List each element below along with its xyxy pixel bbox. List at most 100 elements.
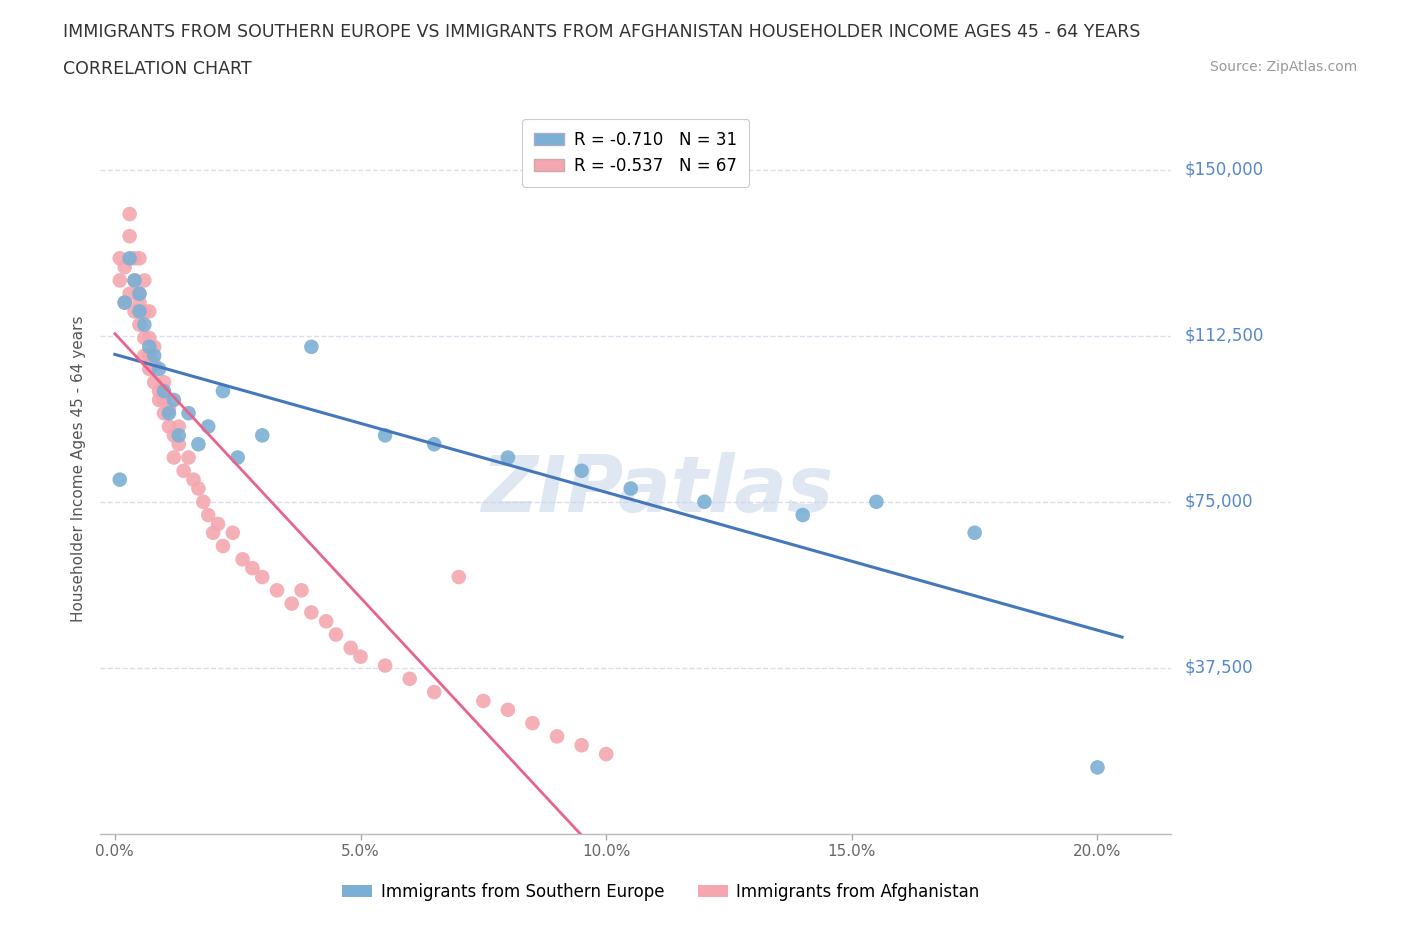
Point [187, 481, 209, 496]
Point [163, 450, 186, 465]
Point [226, 450, 249, 465]
Point [128, 251, 150, 266]
Point [157, 402, 180, 417]
Point [325, 627, 347, 642]
Point [447, 569, 470, 584]
Point [232, 551, 254, 566]
Point [280, 596, 302, 611]
Point [299, 605, 322, 620]
Point [124, 273, 146, 288]
Point [963, 525, 986, 540]
Point [865, 495, 887, 510]
Point [128, 304, 150, 319]
Point [197, 419, 219, 434]
Point [792, 508, 814, 523]
Text: $112,500: $112,500 [1185, 326, 1264, 345]
Point [108, 472, 131, 487]
Point [212, 538, 235, 553]
Point [522, 716, 544, 731]
Point [124, 273, 146, 288]
Point [163, 428, 186, 443]
Point [571, 463, 593, 478]
Point [349, 649, 371, 664]
Text: CORRELATION CHART: CORRELATION CHART [63, 60, 252, 78]
Point [143, 348, 166, 363]
Point [423, 437, 446, 452]
Point [374, 428, 396, 443]
Text: Source: ZipAtlas.com: Source: ZipAtlas.com [1209, 60, 1357, 74]
Point [148, 384, 170, 399]
Point [222, 525, 245, 540]
Point [290, 583, 312, 598]
Point [423, 684, 446, 699]
Point [128, 295, 150, 310]
Point [114, 259, 136, 274]
Point [173, 463, 195, 478]
Point [138, 339, 160, 354]
Text: IMMIGRANTS FROM SOUTHERN EUROPE VS IMMIGRANTS FROM AFGHANISTAN HOUSEHOLDER INCOM: IMMIGRANTS FROM SOUTHERN EUROPE VS IMMIG… [63, 23, 1140, 41]
Point [118, 206, 141, 221]
Point [197, 508, 219, 523]
Point [128, 317, 150, 332]
Point [252, 428, 274, 443]
Point [124, 304, 146, 319]
Point [207, 516, 229, 531]
Point [315, 614, 337, 629]
Point [252, 569, 274, 584]
Point [114, 295, 136, 310]
Point [620, 481, 643, 496]
Point [134, 348, 156, 363]
Point [202, 525, 225, 540]
Point [153, 384, 176, 399]
Point [167, 437, 190, 452]
Point [143, 339, 166, 354]
Point [157, 405, 180, 420]
Point [496, 450, 519, 465]
Point [177, 405, 200, 420]
Point [693, 495, 716, 510]
Point [177, 450, 200, 465]
Point [496, 702, 519, 717]
Point [134, 273, 156, 288]
Point [398, 671, 420, 686]
Point [124, 251, 146, 266]
Point [472, 694, 495, 709]
Point [128, 286, 150, 301]
Point [138, 304, 160, 319]
Point [143, 375, 166, 390]
Point [114, 295, 136, 310]
Point [546, 729, 568, 744]
Point [128, 286, 150, 301]
Point [134, 317, 156, 332]
Point [118, 229, 141, 244]
Point [299, 339, 322, 354]
Point [183, 472, 205, 487]
Point [339, 641, 361, 656]
Text: $150,000: $150,000 [1185, 161, 1264, 179]
Point [374, 658, 396, 673]
Point [163, 392, 186, 407]
Point [138, 362, 160, 377]
Text: $37,500: $37,500 [1185, 658, 1254, 677]
Point [148, 392, 170, 407]
Text: $75,000: $75,000 [1185, 493, 1254, 511]
Point [108, 273, 131, 288]
Point [266, 583, 288, 598]
Point [138, 348, 160, 363]
Point [118, 286, 141, 301]
Point [153, 405, 176, 420]
Point [143, 357, 166, 372]
Point [571, 737, 593, 752]
Point [1087, 760, 1109, 775]
Point [134, 330, 156, 345]
Y-axis label: Householder Income Ages 45 - 64 years: Householder Income Ages 45 - 64 years [72, 315, 86, 622]
Point [153, 375, 176, 390]
Point [157, 419, 180, 434]
Legend: R = -0.710   N = 31, R = -0.537   N = 67: R = -0.710 N = 31, R = -0.537 N = 67 [523, 119, 749, 187]
Point [242, 561, 264, 576]
Point [108, 251, 131, 266]
Point [153, 392, 176, 407]
Point [118, 251, 141, 266]
Point [595, 747, 617, 762]
Point [134, 304, 156, 319]
